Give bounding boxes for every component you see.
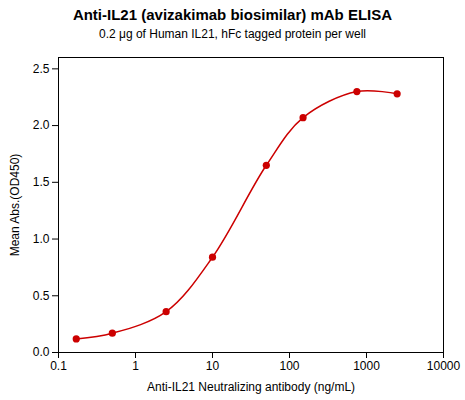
- svg-text:2.0: 2.0: [33, 118, 50, 132]
- svg-text:100: 100: [279, 359, 299, 373]
- svg-text:Anti-IL21 Neutralizing antibod: Anti-IL21 Neutralizing antibody (ng/mL): [147, 380, 355, 394]
- svg-text:2.5: 2.5: [33, 62, 50, 76]
- svg-text:10: 10: [206, 359, 220, 373]
- svg-text:0.5: 0.5: [33, 289, 50, 303]
- html-text:0.2 μg of Human IL21, hFc tagg: 0.2 μg of Human IL21, hFc tagged protein…: [99, 27, 366, 41]
- html-text:Anti-IL21 (avizakimab biosimil: Anti-IL21 (avizakimab biosimilar) mAb EL…: [72, 6, 393, 23]
- svg-text:10000: 10000: [427, 359, 461, 373]
- svg-text:0.0: 0.0: [33, 345, 50, 359]
- svg-text:1.0: 1.0: [33, 232, 50, 246]
- svg-text:0.1: 0.1: [50, 359, 67, 373]
- svg-text:1000: 1000: [353, 359, 380, 373]
- svg-text:Mean Abs.(OD450): Mean Abs.(OD450): [8, 154, 22, 257]
- svg-text:1: 1: [132, 359, 139, 373]
- svg-text:1.5: 1.5: [33, 175, 50, 189]
